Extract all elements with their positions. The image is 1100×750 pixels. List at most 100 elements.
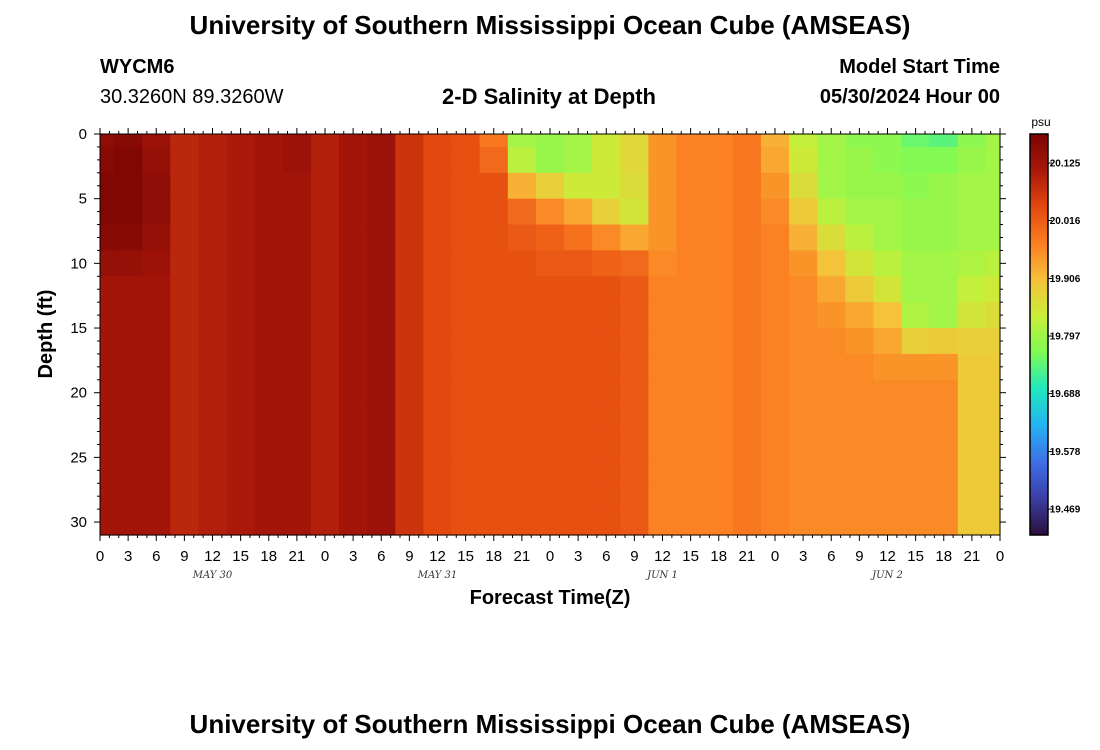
heatmap-cell: [760, 224, 790, 252]
x-tick-labels: 0 3 6 9 12 15 18 21 0 3 6 9 12 15 18 21 0 3 6 9 12 15 18 21 0 3 6 9…: [96, 548, 1004, 565]
heatmap-cell: [620, 483, 650, 510]
heatmap-cell: [479, 483, 509, 510]
heatmap-cell: [760, 353, 790, 381]
heatmap-cell: [817, 198, 846, 226]
heatmap-cell: [676, 250, 706, 277]
heatmap-cell: [170, 509, 200, 536]
heatmap-cell: [873, 405, 903, 433]
heatmap-cell: [507, 172, 537, 200]
heatmap-cell: [226, 198, 256, 226]
heatmap-cell: [395, 379, 425, 407]
heatmap-cells: [100, 134, 1001, 536]
colorbar: [1029, 133, 1049, 536]
heatmap-cell: [423, 134, 453, 148]
heatmap-cell: [676, 457, 706, 484]
heatmap-cell: [620, 509, 650, 536]
heatmap-cell: [789, 276, 818, 303]
heatmap-cell: [676, 405, 706, 433]
heatmap-cell: [873, 431, 903, 458]
heatmap-cell: [226, 146, 256, 174]
heatmap-cell: [985, 224, 1001, 252]
heatmap-cell: [873, 457, 903, 484]
heatmap-cell: [648, 509, 678, 536]
heatmap-cell: [535, 172, 565, 200]
heatmap-cell: [367, 431, 396, 458]
heatmap-cell: [423, 224, 453, 252]
heatmap-cell: [845, 353, 875, 381]
heatmap-cell: [198, 353, 228, 381]
x-tick-label: 18: [260, 548, 277, 565]
heatmap-cell: [226, 379, 256, 407]
heatmap-cell: [564, 198, 593, 226]
heatmap-cell: [732, 509, 762, 536]
heatmap-cell: [985, 379, 1001, 407]
heatmap-cell: [704, 146, 734, 174]
heatmap-cell: [310, 146, 340, 174]
heatmap-cell: [114, 224, 143, 252]
heatmap-cell: [254, 379, 284, 407]
heatmap-cell: [254, 353, 284, 381]
heatmap-cell: [929, 483, 959, 510]
y-tick-label: 30: [70, 514, 87, 531]
heatmap-cell: [142, 431, 171, 458]
heatmap-cell: [114, 198, 143, 226]
heatmap-cell: [789, 379, 818, 407]
heatmap-cell: [564, 509, 593, 536]
heatmap-cell: [760, 457, 790, 484]
heatmap-cell: [873, 250, 903, 277]
heatmap-cell: [479, 302, 509, 329]
heatmap-cell: [282, 457, 312, 484]
heatmap-cell: [395, 328, 425, 355]
heatmap-cell: [367, 302, 396, 329]
heatmap-cell: [226, 250, 256, 277]
heatmap-cell: [957, 146, 987, 174]
heatmap-cell: [254, 134, 284, 148]
heatmap-cell: [564, 328, 593, 355]
heatmap-cell: [282, 431, 312, 458]
x-tick-label: 3: [574, 548, 582, 565]
heatmap-cell: [564, 457, 593, 484]
heatmap-cell: [282, 146, 312, 174]
heatmap-cell: [423, 405, 453, 433]
heatmap-cell: [704, 328, 734, 355]
heatmap-cell: [592, 353, 621, 381]
heatmap-cell: [704, 134, 734, 148]
heatmap-cell: [339, 276, 368, 303]
heatmap-cell: [535, 379, 565, 407]
heatmap-cell: [564, 276, 593, 303]
heatmap-cell: [507, 509, 537, 536]
heatmap-cell: [845, 224, 875, 252]
heatmap-cell: [648, 405, 678, 433]
heatmap-cell: [929, 276, 959, 303]
heatmap-cell: [592, 146, 621, 174]
heatmap-cell: [789, 134, 818, 148]
heatmap-cell: [310, 328, 340, 355]
heatmap-cell: [100, 483, 115, 510]
x-tick-label: 15: [232, 548, 249, 565]
heatmap-cell: [676, 328, 706, 355]
heatmap-cell: [676, 302, 706, 329]
heatmap-cell: [648, 172, 678, 200]
x-tick-label: 6: [602, 548, 610, 565]
heatmap-cell: [451, 328, 481, 355]
heatmap-cell: [507, 431, 537, 458]
heatmap-cell: [367, 198, 396, 226]
heatmap-cell: [985, 134, 1001, 148]
heatmap-cell: [817, 328, 846, 355]
heatmap-cell: [732, 172, 762, 200]
x-tick-label: 12: [204, 548, 221, 565]
heatmap-cell: [592, 483, 621, 510]
heatmap-cell: [957, 379, 987, 407]
heatmap-cell: [507, 198, 537, 226]
heatmap-cell: [451, 224, 481, 252]
heatmap-cell: [817, 509, 846, 536]
heatmap-cell: [310, 276, 340, 303]
heatmap-cell: [704, 198, 734, 226]
heatmap-cell: [100, 146, 115, 174]
heatmap-cell: [507, 328, 537, 355]
heatmap-cell: [676, 509, 706, 536]
heatmap-cell: [817, 172, 846, 200]
heatmap-cell: [198, 198, 228, 226]
heatmap-cell: [648, 483, 678, 510]
heatmap-cell: [198, 134, 228, 148]
